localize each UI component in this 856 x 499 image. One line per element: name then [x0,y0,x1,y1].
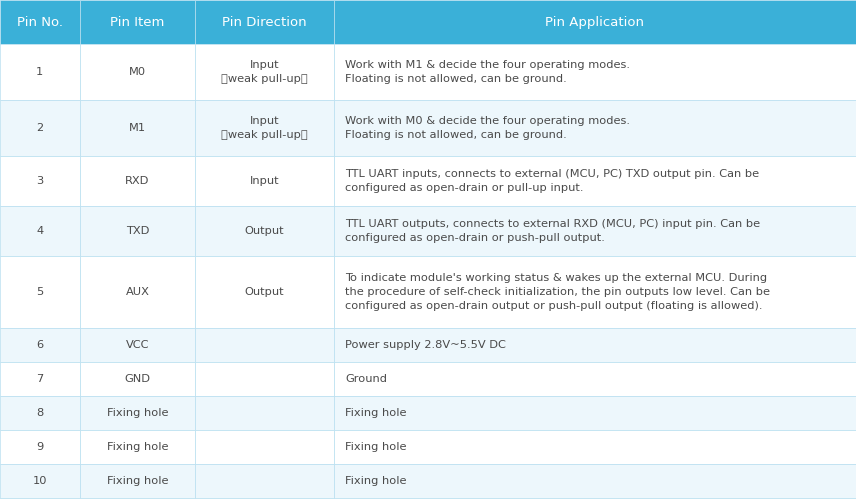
Text: Fixing hole: Fixing hole [107,408,168,418]
Bar [0,362,80,396]
Text: Power supply 2.8V~5.5V DC: Power supply 2.8V~5.5V DC [345,340,506,350]
Text: M0: M0 [128,67,146,77]
Bar [80,396,195,430]
Text: 8: 8 [36,408,44,418]
Bar [334,256,856,328]
Bar [0,464,80,498]
Text: 5: 5 [36,287,44,297]
Bar [0,0,80,44]
Text: 6: 6 [36,340,44,350]
Text: Work with M0 & decide the four operating modes.
Floating is not allowed, can be : Work with M0 & decide the four operating… [345,116,630,140]
Text: Fixing hole: Fixing hole [345,442,407,452]
Text: Fixing hole: Fixing hole [345,476,407,486]
Bar [334,430,856,464]
Text: Pin Application: Pin Application [545,15,645,28]
Bar [80,256,195,328]
Bar [0,100,80,156]
Text: 9: 9 [36,442,44,452]
Bar [80,464,195,498]
Text: 7: 7 [36,374,44,384]
Bar [334,100,856,156]
Bar [195,464,334,498]
Bar [334,156,856,206]
Bar [80,328,195,362]
Bar [80,498,195,499]
Bar [334,328,856,362]
Bar [195,256,334,328]
Text: Pin No.: Pin No. [17,15,62,28]
Bar [334,0,856,44]
Bar [334,206,856,256]
Text: Pin Direction: Pin Direction [223,15,306,28]
Text: Work with M1 & decide the four operating modes.
Floating is not allowed, can be : Work with M1 & decide the four operating… [345,60,630,84]
Bar [0,396,80,430]
Text: Input
（weak pull-up）: Input （weak pull-up） [221,116,308,140]
Bar [334,44,856,100]
Text: Fixing hole: Fixing hole [107,442,168,452]
Text: Input
（weak pull-up）: Input （weak pull-up） [221,60,308,84]
Bar [0,44,80,100]
Text: Fixing hole: Fixing hole [345,408,407,418]
Bar [80,156,195,206]
Bar [0,430,80,464]
Text: 2: 2 [36,123,44,133]
Bar [195,100,334,156]
Bar [195,44,334,100]
Bar [0,206,80,256]
Bar [334,498,856,499]
Bar [80,206,195,256]
Bar [80,430,195,464]
Text: AUX: AUX [126,287,149,297]
Text: 4: 4 [36,226,44,236]
Text: To indicate module's working status & wakes up the external MCU. During
the proc: To indicate module's working status & wa… [345,273,770,310]
Bar [80,0,195,44]
Bar [195,156,334,206]
Text: Pin Item: Pin Item [110,15,164,28]
Bar [80,44,195,100]
Text: Fixing hole: Fixing hole [107,476,168,486]
Bar [0,328,80,362]
Bar [334,464,856,498]
Text: Ground: Ground [345,374,387,384]
Bar [334,396,856,430]
Text: RXD: RXD [125,176,150,186]
Bar [195,328,334,362]
Text: 3: 3 [36,176,44,186]
Bar [195,430,334,464]
Bar [334,362,856,396]
Text: Input: Input [250,176,279,186]
Bar [80,362,195,396]
Text: TXD: TXD [126,226,149,236]
Bar [195,206,334,256]
Bar [195,362,334,396]
Text: TTL UART inputs, connects to external (MCU, PC) TXD output pin. Can be
configure: TTL UART inputs, connects to external (M… [345,169,759,193]
Text: Output: Output [245,226,284,236]
Text: GND: GND [124,374,151,384]
Bar [0,498,80,499]
Bar [195,0,334,44]
Bar [195,396,334,430]
Bar [0,256,80,328]
Text: Output: Output [245,287,284,297]
Bar [0,156,80,206]
Text: VCC: VCC [126,340,149,350]
Text: 1: 1 [36,67,44,77]
Text: M1: M1 [128,123,146,133]
Text: TTL UART outputs, connects to external RXD (MCU, PC) input pin. Can be
configure: TTL UART outputs, connects to external R… [345,219,760,243]
Bar [195,498,334,499]
Text: 10: 10 [33,476,47,486]
Bar [80,100,195,156]
